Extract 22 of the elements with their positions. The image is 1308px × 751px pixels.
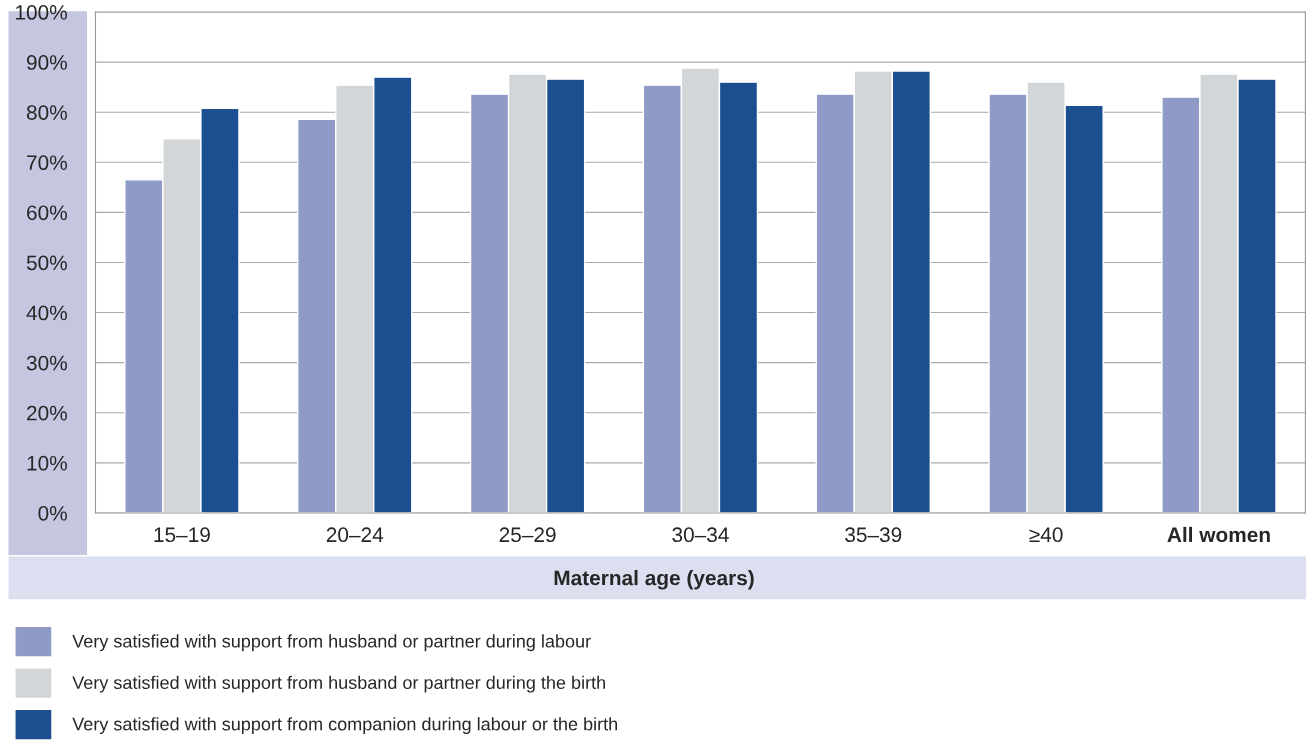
y-tick-label: 80% — [26, 105, 67, 120]
x-tick-label: 15–19 — [154, 527, 210, 543]
legend-label: Very satisfied with support from companion during labour or the birth — [72, 717, 618, 735]
x-tick-label: All women — [1167, 526, 1270, 543]
y-tick-label: 60% — [27, 205, 67, 221]
y-tick-label: 30% — [26, 355, 67, 371]
y-tick-label: 0% — [38, 505, 67, 521]
legend-label: Very satisfied with support from husband or partner during labour — [72, 634, 591, 652]
y-tick-label: 10% — [27, 455, 67, 471]
x-tick-label: ≥40 — [1029, 527, 1063, 543]
y-tick-label: 20% — [27, 405, 67, 421]
x-tick-label: 20–24 — [326, 527, 384, 543]
y-tick-label: 50% — [26, 255, 67, 271]
x-tick-label: 30–34 — [672, 527, 729, 543]
x-tick-label: 25–29 — [499, 527, 556, 543]
y-tick-label: 100% — [16, 5, 67, 20]
x-axis-title: Maternal age (years) — [554, 570, 754, 590]
legend-label: Very satisfied with support from husband or partner during the birth — [72, 675, 605, 693]
y-tick-label: 40% — [26, 305, 67, 321]
x-tick-label: 35–39 — [845, 527, 902, 543]
y-tick-label: 70% — [27, 155, 67, 171]
y-tick-label: 90% — [26, 55, 67, 70]
